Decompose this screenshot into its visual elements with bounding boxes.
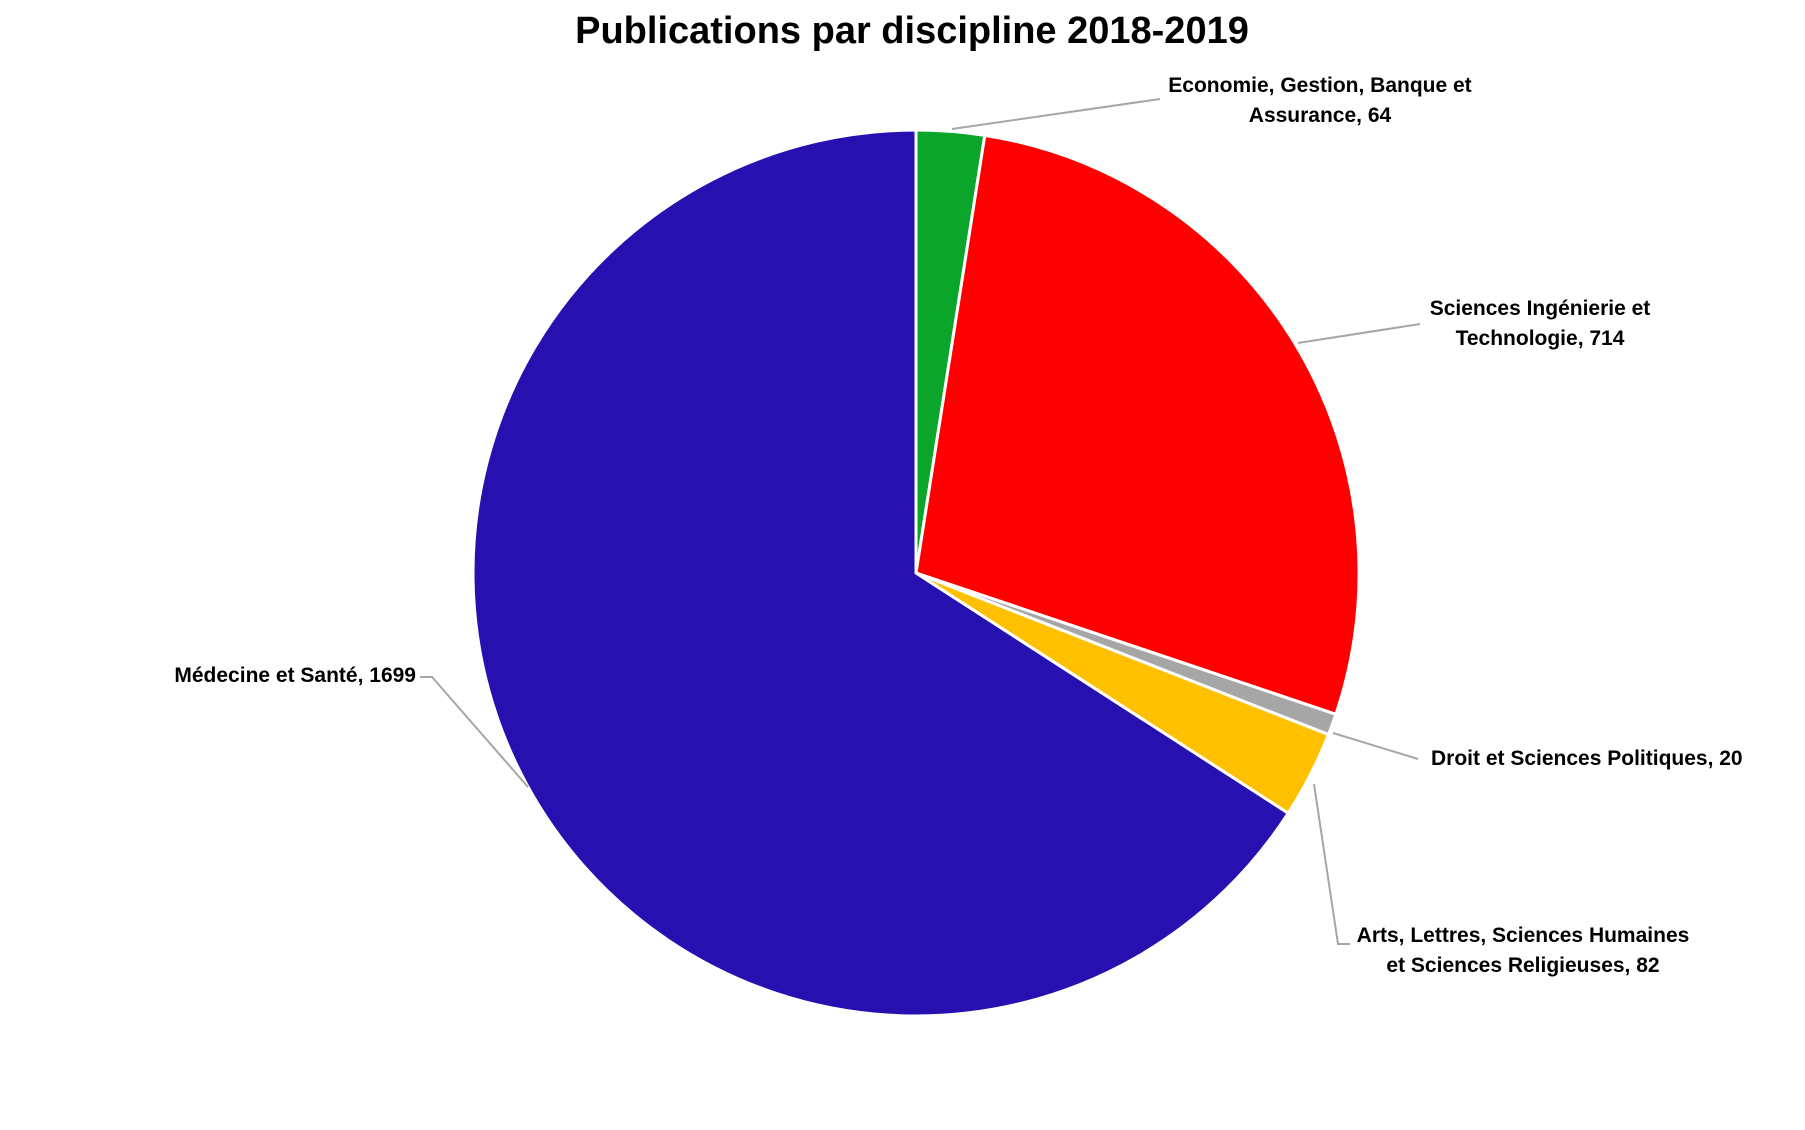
pie-slice-sciences-ingenierie-et-technologie <box>914 133 1361 716</box>
leader-line-arts-lettres-sciences-humaines-et-sciences-religieuses <box>1313 783 1350 945</box>
data-label-droit-et-sciences-politiques: Droit et Sciences Politiques, 20 <box>1431 747 1743 770</box>
data-labels: Economie, Gestion, Banque et Assurance, 6… <box>174 74 1742 977</box>
leader-line-medecine-et-sante <box>420 676 529 788</box>
data-label-line: Médecine et Santé, 1699 <box>174 664 416 687</box>
data-label-line: Economie, Gestion, Banque et <box>1168 74 1471 97</box>
data-label-sciences-ingenierie-et-technologie: Sciences Ingénierie et Technologie, 714 <box>1430 297 1651 350</box>
leader-line-economie-gestion-banque-et-assurance <box>951 98 1161 130</box>
data-label-line: Droit et Sciences Politiques, 20 <box>1431 747 1743 770</box>
data-label-line: Sciences Ingénierie et <box>1430 297 1651 320</box>
leader-lines <box>420 98 1421 945</box>
data-label-economie-gestion-banque-et-assurance: Economie, Gestion, Banque et Assurance, 6… <box>1168 74 1471 127</box>
data-label-line: Assurance, 64 <box>1249 104 1392 127</box>
data-label-arts-lettres-sciences-humaines-et-sciences-religieuses: Arts, Lettres, Sciences Humaines et Scien… <box>1357 924 1690 977</box>
leader-line-sciences-ingenierie-et-technologie <box>1297 323 1421 344</box>
pie-slices <box>471 128 1361 1018</box>
data-label-line: Technologie, 714 <box>1456 327 1625 350</box>
chart-title: Publications par discipline 2018-2019 <box>575 10 1249 52</box>
data-label-medecine-et-sante: Médecine et Santé, 1699 <box>174 664 416 687</box>
leader-line-droit-et-sciences-politiques <box>1332 732 1419 760</box>
data-label-line: Arts, Lettres, Sciences Humaines <box>1357 924 1690 947</box>
data-label-line: et Sciences Religieuses, 82 <box>1386 954 1659 977</box>
